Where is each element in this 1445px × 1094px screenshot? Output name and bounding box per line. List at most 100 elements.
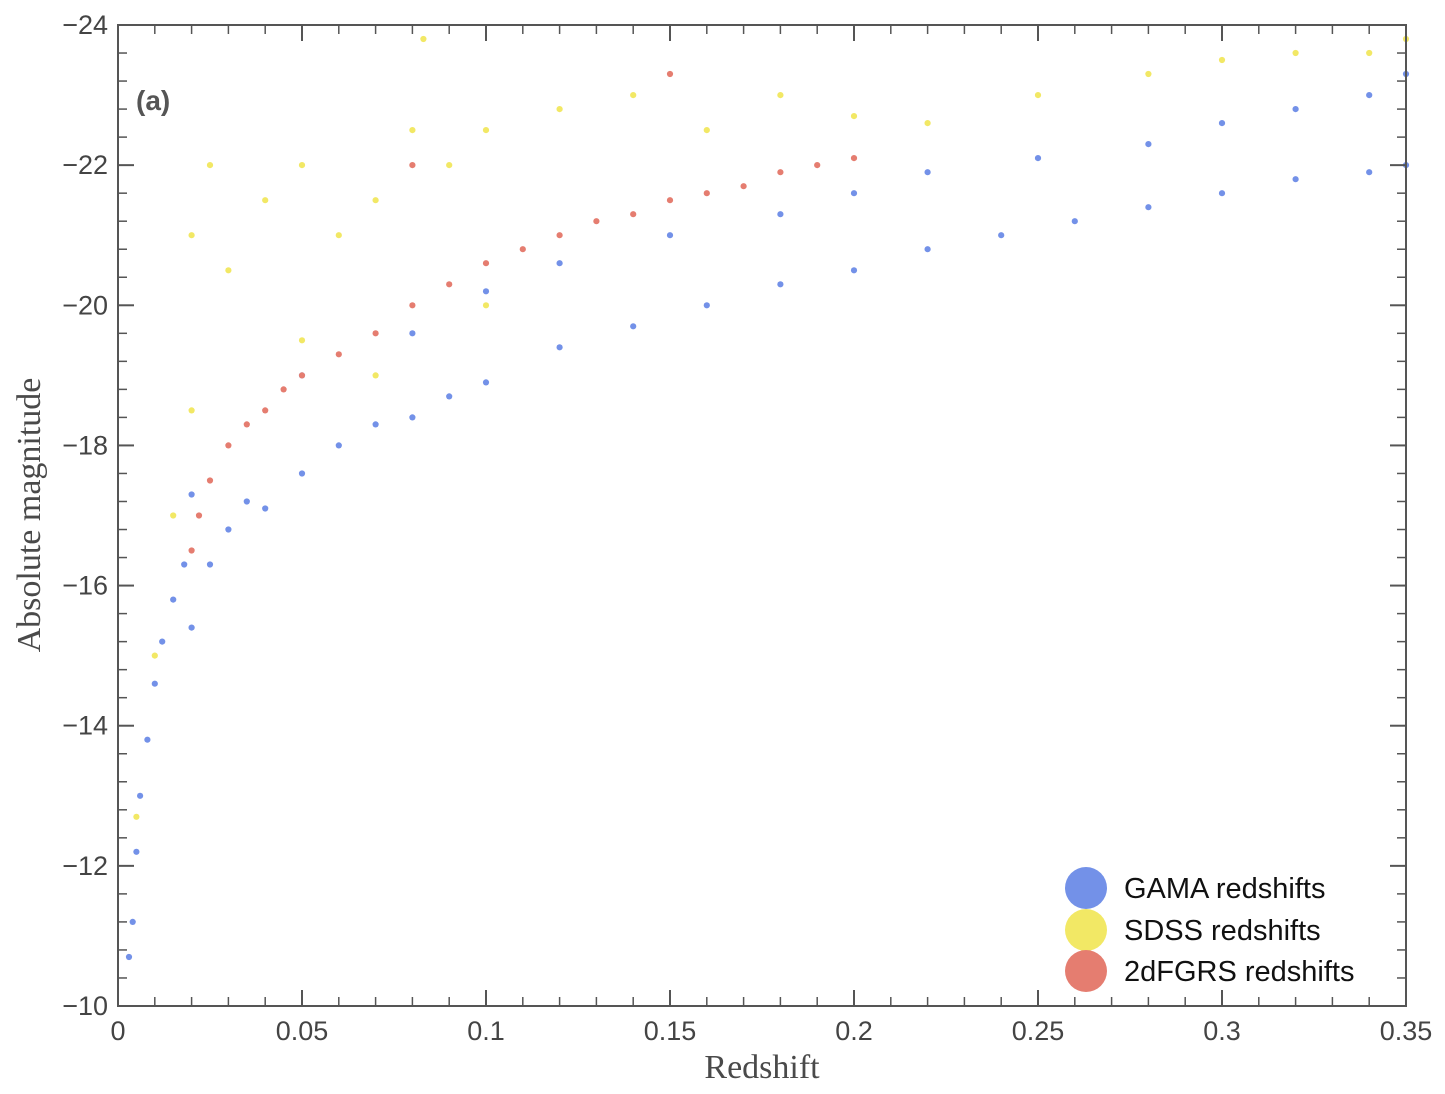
data-point bbox=[137, 792, 144, 799]
data-point bbox=[850, 113, 858, 120]
data-point bbox=[188, 407, 195, 414]
data-point bbox=[170, 512, 177, 519]
legend-label: SDSS redshifts bbox=[1124, 915, 1321, 947]
data-point bbox=[593, 218, 600, 225]
data-point bbox=[924, 169, 931, 176]
data-point bbox=[409, 302, 416, 309]
data-point bbox=[630, 323, 637, 330]
data-point bbox=[1034, 155, 1042, 162]
data-point bbox=[703, 190, 710, 197]
data-point bbox=[482, 302, 490, 309]
data-point bbox=[850, 190, 858, 197]
data-point bbox=[335, 442, 342, 449]
data-point bbox=[556, 260, 563, 267]
data-point bbox=[1034, 92, 1042, 99]
series-gama-redshifts bbox=[125, 70, 1410, 961]
data-point bbox=[151, 680, 158, 687]
data-point bbox=[777, 92, 784, 99]
legend-swatch bbox=[1065, 909, 1107, 951]
data-point bbox=[1292, 49, 1299, 57]
data-point bbox=[814, 162, 821, 169]
data-point bbox=[1218, 56, 1226, 64]
x-tick-label: 0.1 bbox=[467, 1016, 505, 1046]
data-point bbox=[519, 246, 526, 253]
x-tick-label: 0.25 bbox=[1012, 1016, 1065, 1046]
x-tick-label: 0.15 bbox=[644, 1016, 697, 1046]
data-point bbox=[133, 813, 140, 820]
data-point bbox=[556, 344, 563, 351]
data-point bbox=[777, 211, 784, 218]
data-point bbox=[298, 372, 306, 379]
data-point bbox=[482, 260, 490, 267]
data-point bbox=[998, 232, 1005, 239]
legend-swatch bbox=[1065, 950, 1107, 992]
data-point bbox=[1218, 120, 1226, 127]
x-tick-label: 0 bbox=[110, 1016, 125, 1046]
data-point bbox=[409, 162, 416, 169]
y-tick-label: −18 bbox=[62, 430, 108, 460]
y-tick-label: −20 bbox=[62, 290, 108, 320]
data-point bbox=[335, 351, 342, 358]
data-point bbox=[556, 106, 563, 113]
data-point bbox=[125, 953, 133, 961]
data-point bbox=[243, 421, 250, 428]
legend-label: 2dFGRS redshifts bbox=[1124, 956, 1354, 988]
data-point bbox=[850, 155, 858, 162]
y-tick-label: −24 bbox=[62, 10, 108, 40]
data-point bbox=[1366, 92, 1373, 99]
data-point bbox=[188, 624, 195, 631]
data-point bbox=[129, 918, 136, 926]
data-point bbox=[482, 127, 490, 134]
y-tick-label: −12 bbox=[62, 851, 108, 881]
data-point bbox=[280, 386, 287, 393]
data-point bbox=[1145, 141, 1152, 148]
data-point bbox=[446, 162, 453, 169]
data-point bbox=[630, 211, 637, 218]
data-point bbox=[372, 372, 379, 379]
data-point bbox=[409, 127, 416, 134]
y-tick-label: −16 bbox=[62, 571, 108, 601]
data-point bbox=[188, 491, 195, 498]
data-point bbox=[181, 561, 188, 568]
series-2dfgrs-redshifts bbox=[188, 70, 858, 554]
x-axis-title: Redshift bbox=[704, 1049, 820, 1086]
data-point bbox=[850, 267, 858, 274]
data-point bbox=[206, 162, 214, 169]
x-tick-label: 0.05 bbox=[276, 1016, 329, 1046]
data-point bbox=[298, 162, 306, 169]
data-point bbox=[144, 736, 151, 743]
legend-item: GAMA redshifts bbox=[1065, 867, 1325, 909]
data-point bbox=[446, 393, 453, 400]
data-point bbox=[262, 407, 269, 414]
ticks-layer: 0 0.05 0.1 0.15 0.2 0.25 0.3 0.35 −10 −12 −14 −16 −1… bbox=[62, 10, 1432, 1046]
legend-label: GAMA redshifts bbox=[1124, 873, 1325, 905]
data-point bbox=[1145, 204, 1152, 211]
data-point bbox=[159, 638, 166, 645]
legend-item: 2dFGRS redshifts bbox=[1065, 950, 1354, 992]
data-point bbox=[924, 246, 931, 253]
y-axis-title: Absolute magnitude bbox=[11, 378, 48, 653]
data-point bbox=[740, 183, 747, 190]
data-point bbox=[1366, 49, 1373, 57]
x-tick-label: 0.3 bbox=[1203, 1016, 1241, 1046]
data-point bbox=[703, 127, 710, 134]
data-point bbox=[262, 197, 269, 204]
legend-item: SDSS redshifts bbox=[1065, 909, 1321, 951]
data-point bbox=[225, 442, 232, 449]
data-point bbox=[133, 848, 140, 855]
panel-label: (a) bbox=[136, 85, 170, 116]
x-tick-label: 0.2 bbox=[835, 1016, 873, 1046]
data-point bbox=[409, 414, 416, 421]
legend: GAMA redshifts SDSS redshifts 2dFGRS redsh… bbox=[1065, 867, 1354, 992]
y-tick-label: −22 bbox=[62, 150, 108, 180]
y-tick-label: −10 bbox=[62, 991, 108, 1021]
data-point bbox=[335, 232, 342, 239]
points-layer bbox=[125, 35, 1410, 961]
data-point bbox=[195, 512, 203, 519]
data-point bbox=[372, 197, 379, 204]
legend-swatch bbox=[1065, 867, 1107, 909]
data-point bbox=[420, 35, 427, 43]
data-point bbox=[446, 281, 453, 288]
data-point bbox=[1071, 218, 1078, 225]
